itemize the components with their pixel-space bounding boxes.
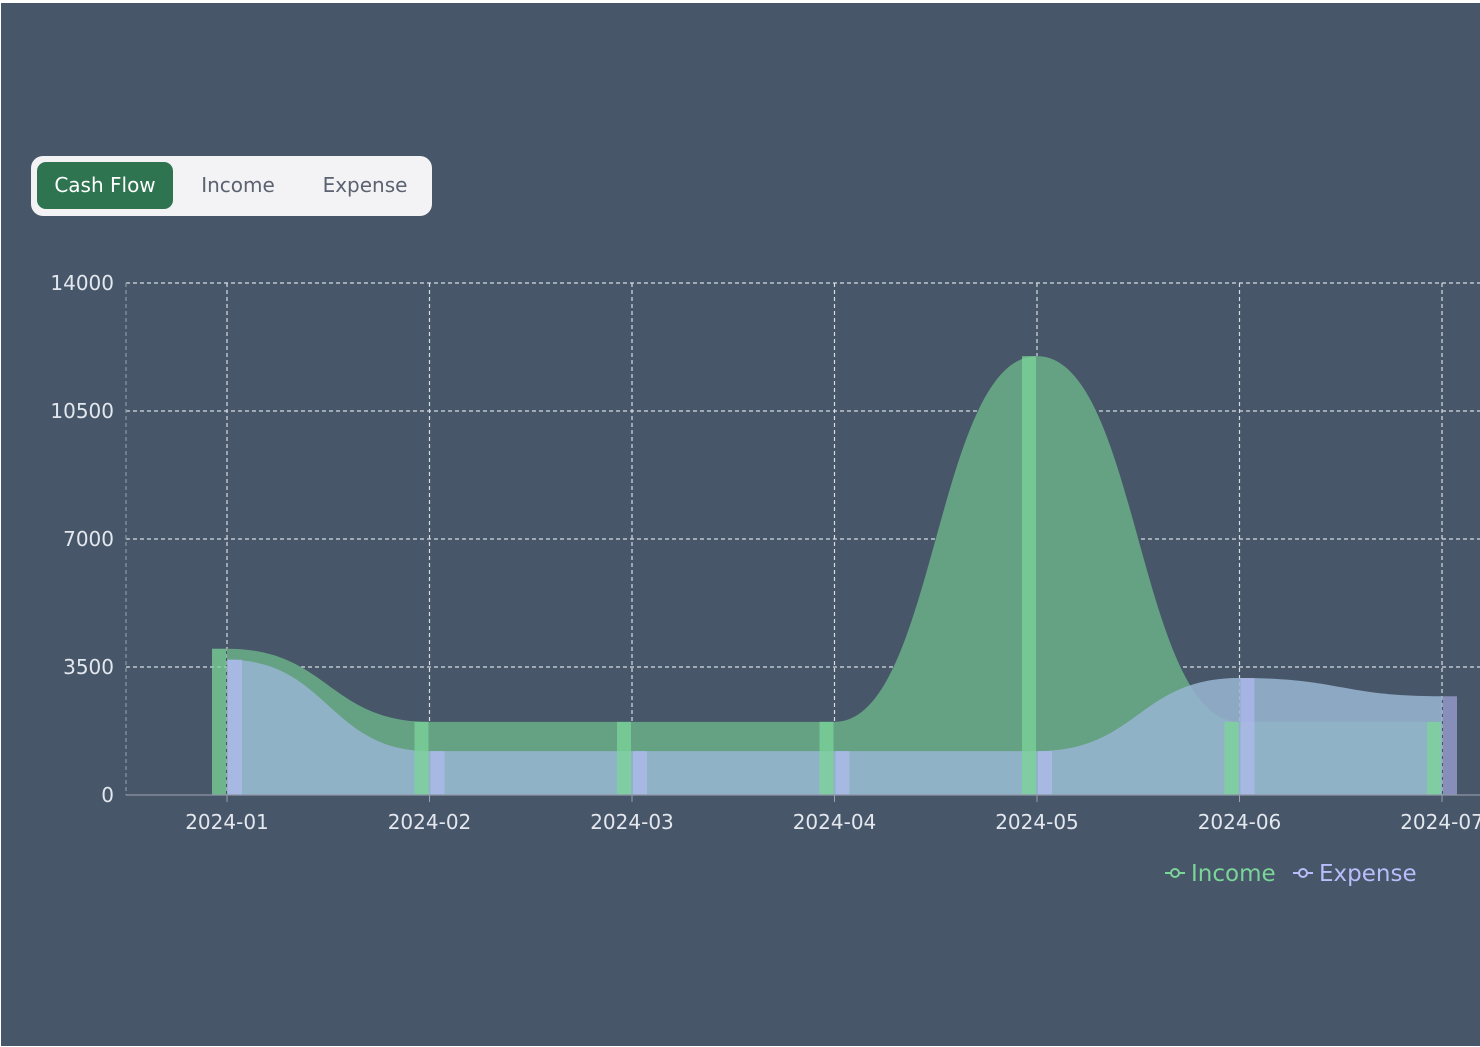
y-tick-label: 14000 [50,271,114,295]
axes: 0 3500 7000 10500 14000 2024-01 2024-02 2024-03… [50,271,1480,834]
income-marker[interactable] [1427,721,1441,795]
x-tick-label: 2024-04 [793,810,877,834]
x-tick-label: 2024-01 [185,810,269,834]
y-tick-label: 10500 [50,399,114,423]
income-marker[interactable] [414,721,429,795]
expense-marker[interactable] [430,751,445,795]
x-tick-label: 2024-03 [590,810,674,834]
cash-flow-chart: 0 3500 7000 10500 14000 2024-01 2024-02 2024-03… [50,271,1480,887]
x-tick-label: 2024-07 [1400,810,1480,834]
chart-panel: Cash Flow Income Expense 0 3500 7000 10500 1… [1,3,1480,1046]
tab-cash-flow[interactable]: Cash Flow [37,162,173,209]
y-tick-label: 0 [101,783,114,807]
income-marker[interactable] [1022,356,1036,795]
expense-marker[interactable] [1443,696,1457,795]
expense-marker[interactable] [835,751,850,795]
income-marker[interactable] [819,721,834,795]
legend-marker-icon [1298,868,1308,878]
income-area [227,356,1442,795]
grid [126,282,1480,795]
legend-label: Expense [1319,861,1417,887]
x-tick-label: 2024-06 [1198,810,1282,834]
area-series [227,356,1442,795]
tab-expense[interactable]: Expense [322,173,408,197]
legend-item-income[interactable]: Income [1165,861,1276,887]
expense-marker[interactable] [1038,751,1052,795]
expense-marker[interactable] [1240,677,1255,795]
y-tick-label: 7000 [63,527,114,551]
income-marker[interactable] [212,648,226,795]
y-tick-label: 3500 [63,655,114,679]
x-tick-label: 2024-05 [995,810,1079,834]
value-markers [212,356,1457,795]
legend[interactable]: Income Expense [1165,861,1417,887]
view-tabs: Cash Flow Income Expense [31,156,432,216]
income-marker[interactable] [1224,721,1239,795]
income-marker[interactable] [617,721,631,795]
legend-marker-icon [1170,868,1180,878]
legend-label: Income [1191,861,1276,887]
expense-area [227,659,1442,795]
expense-marker[interactable] [228,659,242,795]
x-tick-label: 2024-02 [388,810,472,834]
expense-marker[interactable] [633,751,647,795]
tab-income[interactable]: Income [201,173,275,197]
legend-item-expense[interactable]: Expense [1293,861,1417,887]
